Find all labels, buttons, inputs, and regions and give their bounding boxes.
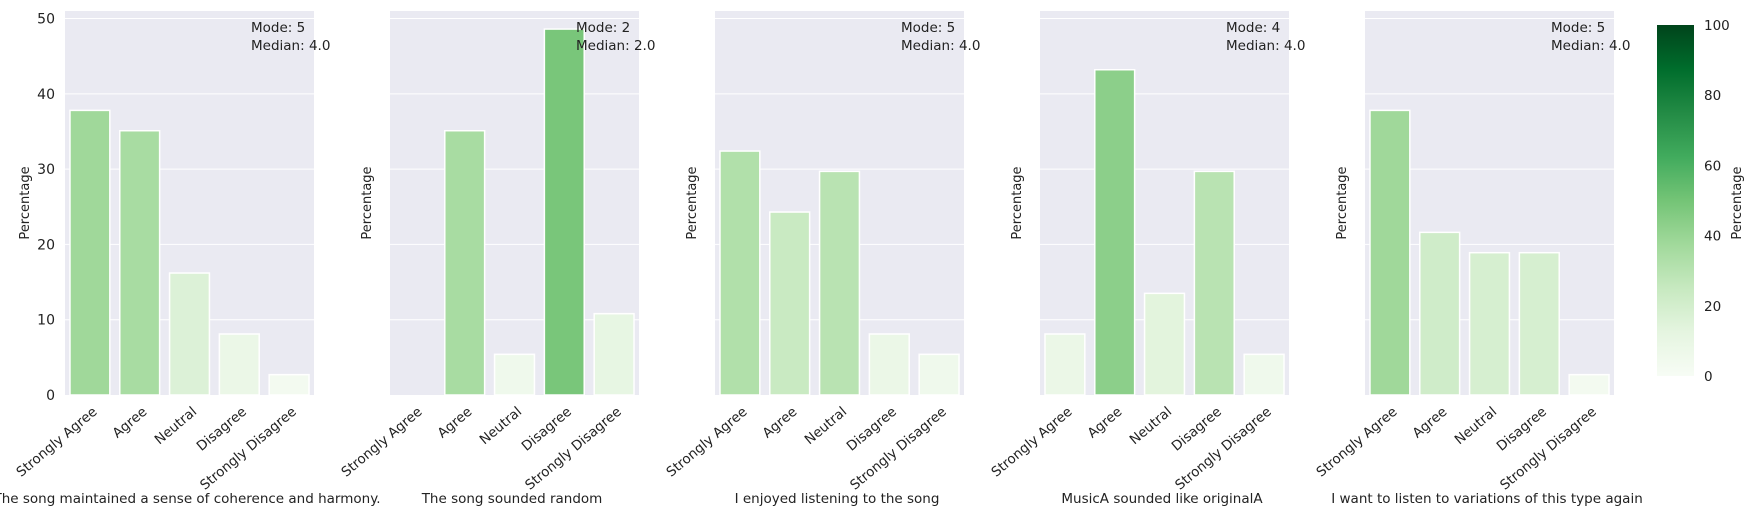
x-axis-label: I enjoyed listening to the song [735,491,940,507]
y-tick-label: 20 [37,237,55,253]
y-tick-label: 40 [37,87,55,103]
stats-annotation: Median: 4.0 [251,38,330,54]
x-tick-label: Strongly Agree [663,404,750,481]
x-tick-label: Neutral [477,404,525,448]
y-axis-label: Percentage [360,166,375,239]
x-tick-label: Neutral [152,404,200,448]
bar [69,109,111,396]
colorbar-label: Percentage [1730,166,1745,239]
bar [493,353,536,396]
x-tick-label: Agree [1085,404,1126,442]
stats-annotation: Mode: 2 [576,20,630,36]
stats-annotation: Median: 4.0 [1226,38,1305,54]
x-tick-label: Agree [110,404,151,442]
y-axis-label: Percentage [1335,166,1350,239]
stats-annotation: Median: 4.0 [1551,38,1630,54]
bar [1094,68,1136,396]
y-tick-label: 30 [37,162,55,178]
bar [593,312,635,396]
bar [868,333,910,396]
bar [818,170,861,396]
x-axis-label: MusicA sounded like originalA [1061,491,1263,507]
bar [1369,109,1411,396]
colorbar-tick-label: 20 [1704,299,1721,315]
x-tick-label: Agree [435,404,476,442]
y-tick-label: 0 [46,388,55,404]
colorbar-tick-label: 80 [1704,88,1721,104]
subplot-1: 0 10 20 30 40 50 Percentage Strongly Agree Agree… [0,11,381,507]
bar [1568,373,1610,396]
x-tick-label: Strongly Agree [1313,404,1400,481]
stats-annotation: Median: 2.0 [576,38,655,54]
bar [268,373,310,396]
bar [218,333,260,396]
bar [543,28,585,396]
bar [918,353,960,396]
stats-annotation: Mode: 5 [1551,20,1605,36]
x-tick-label: Neutral [802,404,850,448]
bar [1518,251,1560,396]
colorbar-tick-label: 60 [1704,158,1721,174]
colorbar-tick-label: 40 [1704,229,1721,245]
bar [444,129,486,396]
x-tick-label: Agree [1410,404,1451,442]
bar [1044,333,1086,396]
y-axis-label: Percentage [685,166,700,239]
stats-annotation: Mode: 5 [251,20,305,36]
colorbar-gradient [1657,25,1694,376]
x-axis-label: I want to listen to variations of this t… [1331,491,1643,507]
bar [1143,292,1186,396]
bar [1468,251,1511,396]
x-tick-label: Strongly Agree [13,404,100,481]
stats-annotation: Mode: 4 [1226,20,1280,36]
y-axis-label: Percentage [18,166,33,239]
x-tick-label: Neutral [1127,404,1175,448]
y-tick-label: 10 [37,313,55,329]
x-tick-label: Strongly Agree [338,404,425,481]
stats-annotation: Median: 4.0 [901,38,980,54]
bar [119,129,161,396]
bar [769,211,811,396]
bar [719,150,761,396]
bar [168,272,211,396]
bar [1419,231,1461,396]
x-tick-label: Neutral [1452,404,1500,448]
colorbar-tick-label: 100 [1704,18,1730,34]
bar [1243,353,1285,396]
stats-annotation: Mode: 5 [901,20,955,36]
colorbar-tick-label: 0 [1704,369,1713,385]
x-axis-label: The song maintained a sense of coherence… [0,491,381,507]
y-tick-label: 50 [37,12,55,28]
colorbar: 0 20 40 60 80 100 Percentage [1657,18,1745,385]
bar [1193,170,1235,396]
x-axis-label: The song sounded random [421,491,603,507]
y-axis-label: Percentage [1010,166,1025,239]
x-tick-label: Agree [760,404,801,442]
x-tick-label: Strongly Agree [988,404,1075,481]
